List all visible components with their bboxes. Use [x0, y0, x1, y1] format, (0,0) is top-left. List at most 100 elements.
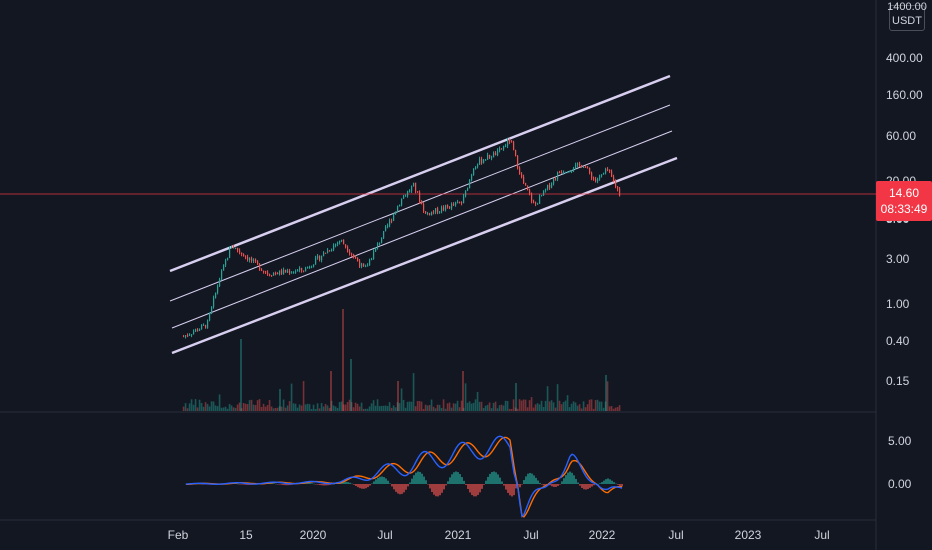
oscillator-histogram-bar	[319, 484, 321, 486]
channel-line[interactable]	[171, 130, 673, 329]
oscillator-histogram-bar	[557, 484, 559, 486]
oscillator-histogram-bar	[581, 484, 583, 488]
volume-bar	[474, 399, 477, 411]
oscillator-histogram-bar	[417, 471, 419, 484]
oscillator-histogram-bar	[555, 484, 557, 487]
volume-bar	[538, 404, 541, 411]
oscillator-histogram-bar	[487, 476, 489, 484]
volume-bar	[448, 402, 451, 411]
volume-bar	[532, 407, 535, 411]
candle-body	[426, 213, 429, 215]
x-tick-label: Jul	[523, 528, 538, 542]
oscillator-histogram-bar	[357, 484, 359, 488]
volume-bar	[234, 407, 237, 411]
currency-unit-label[interactable]: 1400.00 USDT	[887, 1, 927, 31]
volume-bar	[570, 403, 573, 411]
oscillator-histogram-bar	[489, 473, 491, 484]
channel-line[interactable]	[171, 156, 678, 355]
volume-bar	[612, 408, 615, 411]
volume-bar	[298, 404, 301, 411]
oscillator-histogram-bar	[585, 484, 587, 490]
oscillator-histogram-bar	[311, 483, 313, 484]
volume-bar	[338, 402, 341, 411]
candle-body	[590, 172, 593, 179]
candle-body	[618, 189, 621, 196]
candle-body	[450, 204, 453, 209]
volume-bar	[246, 404, 249, 411]
y-tick-label: 60.00	[886, 129, 916, 143]
volume-bar	[290, 383, 293, 411]
volume-bar	[242, 402, 245, 411]
candle-body	[512, 142, 515, 150]
volume-bar	[594, 400, 597, 411]
volume-spike	[279, 389, 281, 411]
volume-bar	[400, 388, 403, 411]
volume-bar	[452, 403, 455, 411]
candle-body	[502, 146, 505, 150]
volume-bar	[454, 403, 457, 411]
volume-bar	[464, 383, 467, 411]
candle-body	[254, 259, 257, 262]
volume-bar	[374, 405, 377, 411]
candle-body	[552, 178, 555, 184]
volume-bar	[414, 406, 417, 411]
volume-bar	[360, 402, 363, 411]
candle-body	[602, 172, 605, 175]
candle-body	[238, 250, 241, 253]
volume-bar	[408, 401, 411, 411]
candle-body	[388, 220, 391, 226]
oscillator-histogram-bar	[559, 484, 561, 485]
channel-line[interactable]	[169, 74, 671, 273]
volume-bar	[336, 407, 339, 411]
candle-body	[402, 196, 405, 199]
candle-body	[394, 211, 397, 215]
candle-body	[422, 204, 425, 212]
candle-body	[544, 189, 547, 191]
oscillator-histogram-bar	[317, 484, 319, 485]
volume-bar	[528, 400, 531, 411]
oscillator-histogram-bar	[353, 484, 355, 485]
volume-bar	[324, 404, 327, 411]
candle-body	[600, 174, 603, 176]
candle-body	[520, 174, 523, 178]
candle-body	[434, 208, 437, 213]
volume-bar	[456, 400, 459, 411]
candle-body	[414, 182, 417, 192]
oscillator-histogram-bar	[367, 484, 369, 488]
oscillator-histogram-bar	[527, 473, 529, 484]
candle-body	[608, 169, 611, 172]
oscillator-histogram-bar	[543, 484, 545, 486]
candle-body	[594, 178, 597, 182]
oscillator-histogram-bar	[321, 484, 323, 486]
oscillator-histogram-bar	[275, 483, 277, 485]
volume-bar	[582, 401, 585, 411]
volume-spike	[397, 381, 399, 411]
oscillator-histogram-bar	[277, 484, 279, 485]
volume-bar	[410, 401, 413, 411]
oscillator-histogram-bar	[485, 480, 487, 484]
candle-body	[326, 250, 329, 254]
oscillator-histogram-bar	[511, 484, 513, 497]
oscillator-histogram-bar	[523, 480, 525, 484]
volume-bar	[264, 406, 267, 411]
candle-body	[306, 267, 309, 269]
candle-body	[420, 201, 423, 205]
volume-bar	[206, 404, 209, 411]
volume-bar	[304, 404, 307, 411]
candle-body	[230, 246, 233, 249]
oscillator-histogram-bar	[587, 484, 589, 490]
candle-body	[308, 267, 311, 269]
candle-body	[364, 266, 367, 268]
oscillator-histogram-bar	[243, 484, 245, 485]
volume-bar	[438, 404, 441, 411]
volume-bar	[420, 401, 423, 411]
oscillator-histogram-bar	[617, 484, 619, 485]
volume-bar	[444, 408, 447, 411]
oscillator-histogram-bar	[525, 476, 527, 484]
candle-body	[432, 211, 435, 213]
volume-bar	[272, 408, 275, 411]
candle-body	[574, 164, 577, 170]
x-tick-label: 2023	[735, 528, 762, 542]
